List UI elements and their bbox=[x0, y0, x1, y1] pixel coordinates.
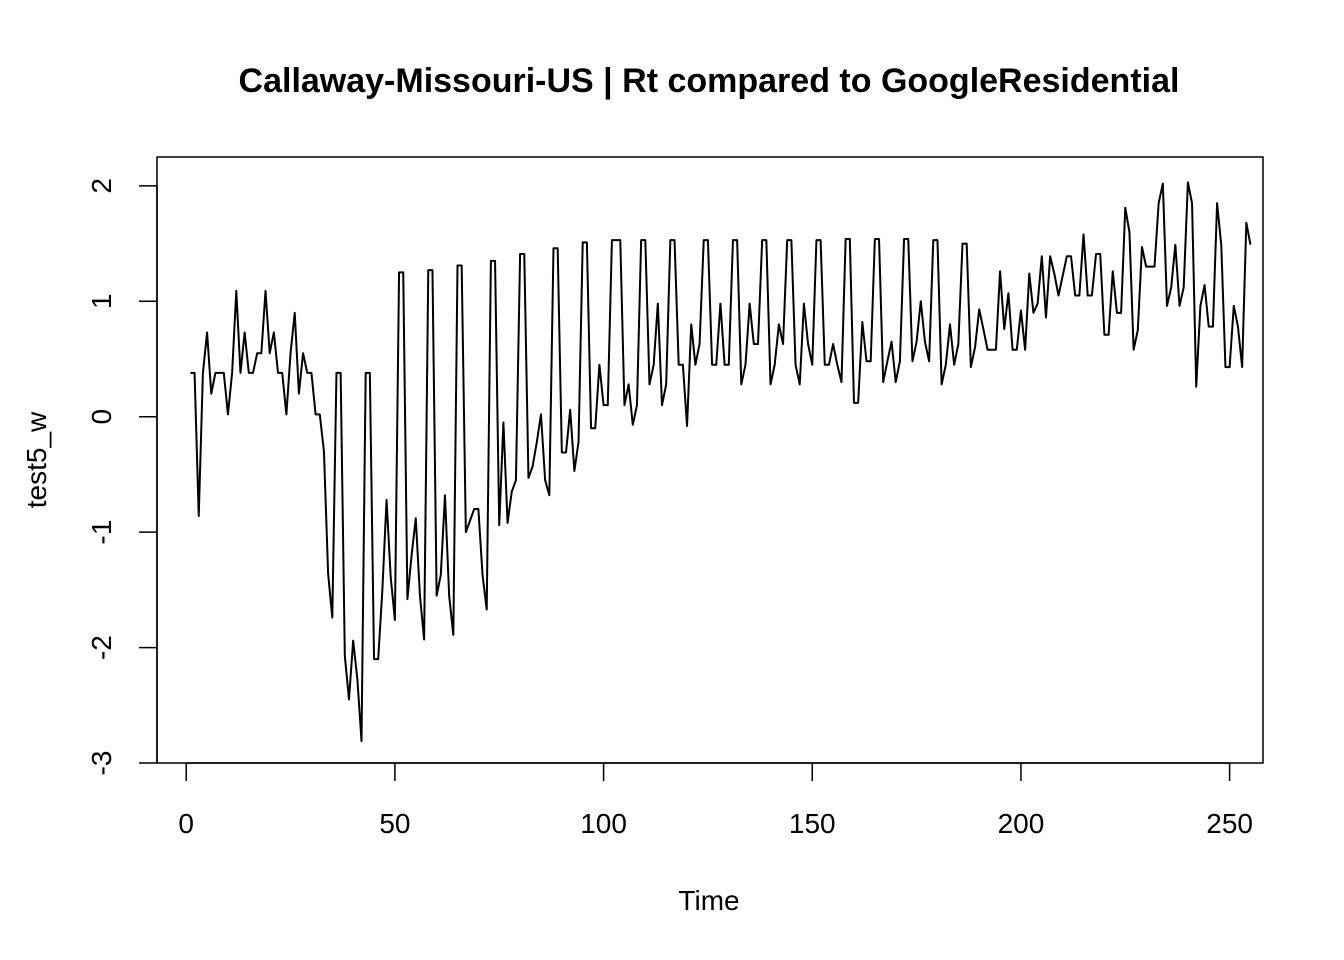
y-tick-label: 0 bbox=[86, 409, 117, 425]
y-axis-label: test5_w bbox=[21, 411, 52, 508]
y-tick-label: -1 bbox=[86, 520, 117, 545]
y-tick-label: 1 bbox=[86, 293, 117, 309]
x-tick-label: 50 bbox=[379, 808, 410, 839]
series-line bbox=[190, 181, 1252, 743]
y-tick-label: -2 bbox=[86, 635, 117, 660]
x-axis-label: Time bbox=[678, 885, 739, 916]
x-tick-label: 100 bbox=[580, 808, 627, 839]
y-tick-label: -3 bbox=[86, 751, 117, 776]
y-tick-label: 2 bbox=[86, 178, 117, 194]
plot-frame bbox=[156, 156, 1264, 764]
x-tick-label: 0 bbox=[178, 808, 194, 839]
x-tick-label: 150 bbox=[789, 808, 836, 839]
x-tick-label: 250 bbox=[1206, 808, 1253, 839]
chart-title: Callaway-Missouri-US | Rt compared to Go… bbox=[239, 62, 1180, 100]
x-tick-label: 200 bbox=[998, 808, 1045, 839]
y-axis: -3 -2 -1 0 1 2 bbox=[86, 178, 158, 776]
x-axis: 0 50 100 150 200 250 bbox=[178, 762, 1253, 839]
